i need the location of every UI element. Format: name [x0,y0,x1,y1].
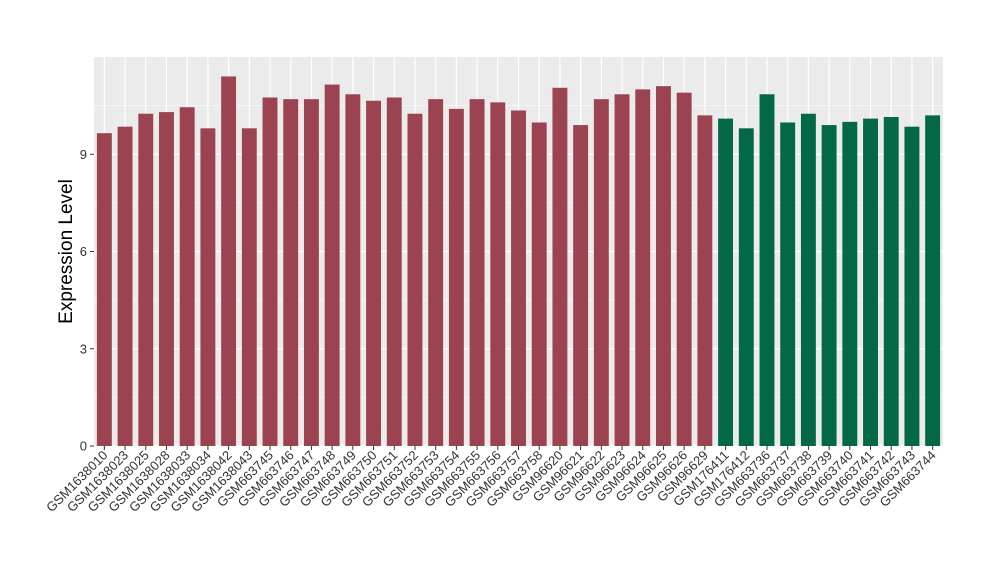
bar-gsm663756 [490,102,506,446]
bar-gsm96626 [676,92,692,447]
bar-gsm96624 [635,89,651,447]
bar-gsm663748 [324,84,340,446]
y-axis: 0 3 6 9 [80,147,94,454]
bar-gsm663737 [780,122,796,447]
x-axis: GSM1638010GSM1638023GSM1638025GSM1638028… [43,446,939,515]
bar-gsm663750 [366,100,382,446]
bar-gsm1638043 [241,128,257,447]
bar-gsm1638042 [221,76,237,446]
bar-gsm663745 [262,97,278,446]
bar-gsm96620 [552,87,568,446]
bar-gsm1638010 [96,133,112,446]
y-tick-label: 6 [80,244,87,259]
bar-gsm663738 [800,113,816,447]
bar-gsm663743 [904,126,920,446]
y-tick-label: 0 [80,439,87,454]
bar-gsm663749 [345,94,361,446]
bar-gsm1638033 [179,107,195,446]
bars [96,76,941,447]
bar-gsm663753 [428,99,444,447]
bar-gsm663757 [511,110,526,447]
bar-gsm1638025 [138,113,154,447]
bar-gsm663742 [883,116,899,447]
bar-gsm663736 [759,94,775,446]
bar-gsm663747 [303,99,319,447]
bar-gsm1638028 [159,112,174,446]
bar-gsm96623 [614,94,630,446]
bar-gsm176412 [738,128,754,447]
bar-gsm663741 [863,118,878,446]
bar-gsm663744 [925,115,941,446]
y-axis-title: Expression Level [56,179,77,324]
bar-gsm663740 [842,121,858,446]
y-tick-label: 3 [80,341,87,356]
bar-gsm96625 [655,86,671,447]
bar-gsm663751 [386,97,402,446]
bar-gsm663758 [531,122,547,447]
y-tick-label: 9 [80,147,87,162]
bar-gsm663739 [821,125,837,446]
bar-gsm96629 [697,115,713,446]
bar-gsm663755 [469,99,485,447]
bar-gsm663752 [407,113,423,447]
bar-gsm176411 [718,118,734,446]
bar-gsm1638023 [117,126,133,446]
bar-gsm96622 [593,99,609,447]
bar-gsm1638034 [200,128,216,447]
bar-gsm663754 [448,108,464,446]
bar-gsm663746 [283,99,299,447]
bar-gsm96621 [573,125,589,446]
